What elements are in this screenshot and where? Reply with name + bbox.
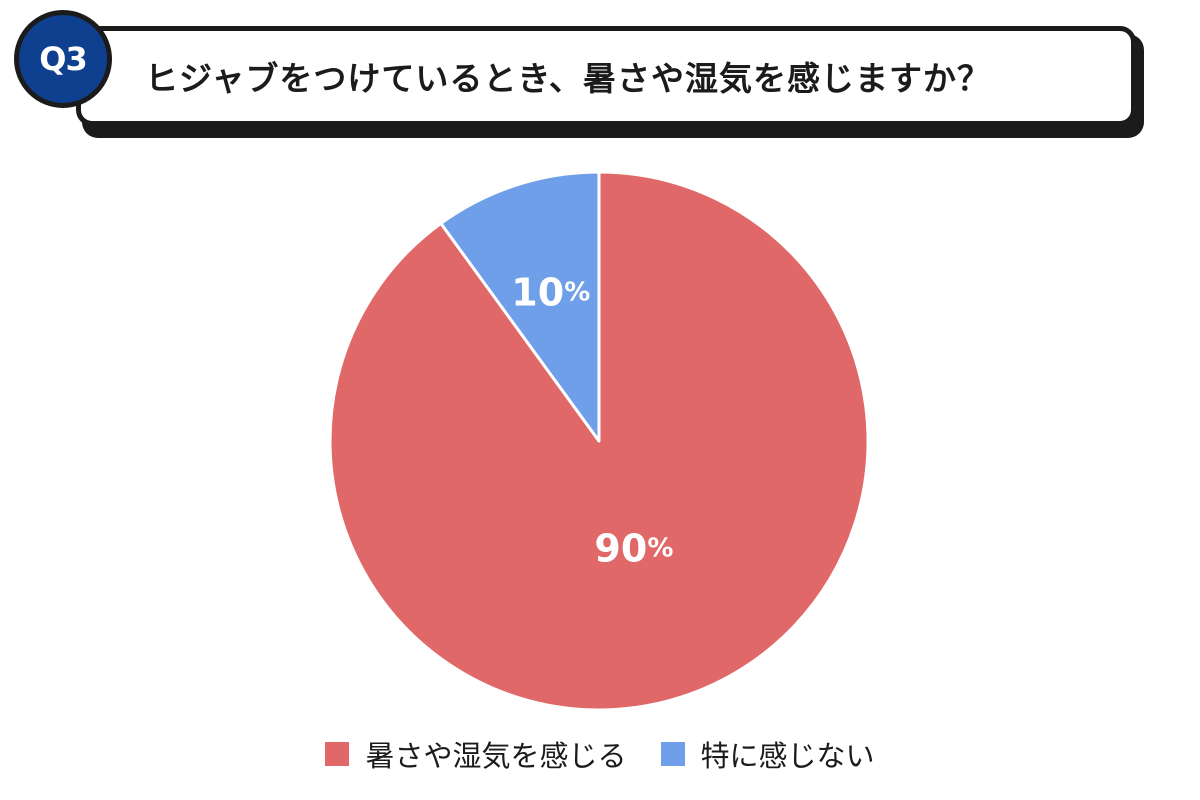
pie-slices bbox=[328, 170, 870, 712]
legend: 暑さや湿気を感じる 特に感じない bbox=[0, 733, 1200, 775]
legend-label-hot: 暑さや湿気を感じる bbox=[365, 739, 627, 773]
pie-label-not: 10% bbox=[511, 271, 590, 315]
question-box: ヒジャブをつけているとき、暑さや湿気を感じますか？ bbox=[76, 26, 1136, 126]
pie-labels: 90% 10% bbox=[511, 271, 673, 571]
legend-swatch-hot bbox=[325, 742, 350, 766]
pie-label-hot: 90% bbox=[594, 526, 673, 570]
legend-item-hot: 暑さや湿気を感じる bbox=[325, 733, 627, 775]
question-text: ヒジャブをつけているとき、暑さや湿気を感じますか？ bbox=[145, 59, 992, 98]
legend-item-not: 特に感じない bbox=[660, 733, 875, 775]
question-badge-label: Q3 bbox=[39, 40, 87, 78]
legend-label-not: 特に感じない bbox=[700, 739, 875, 773]
pie-slice-not bbox=[439, 170, 601, 443]
question-badge: Q3 bbox=[14, 10, 112, 108]
legend-swatch-not bbox=[660, 742, 685, 766]
